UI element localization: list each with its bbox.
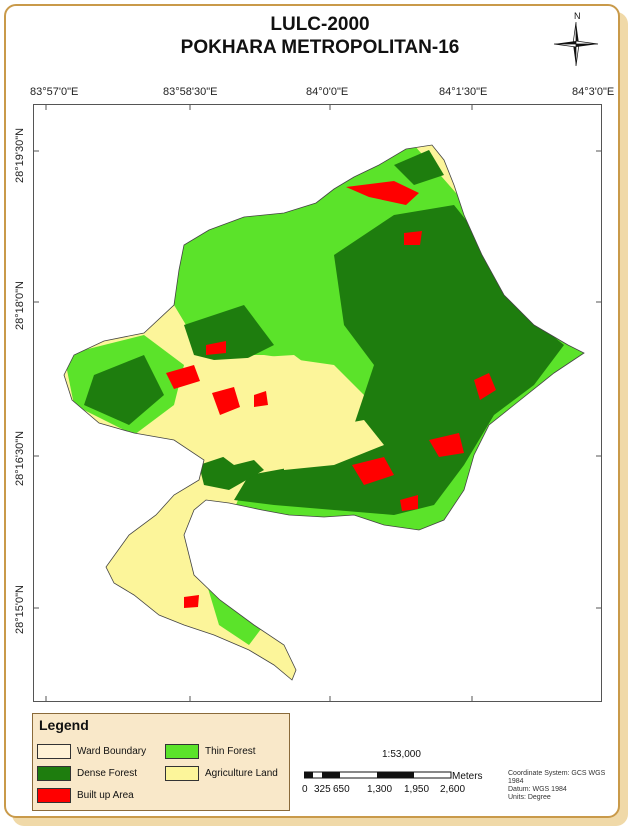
- north-label: N: [574, 11, 581, 21]
- legend-item-label: Dense Forest: [77, 768, 138, 779]
- scale-tick: 1,950: [404, 784, 430, 795]
- scale-tick: 650: [333, 784, 350, 795]
- legend-item-agriculture-land: Agriculture Land: [165, 766, 278, 781]
- legend-panel: Legend Ward Boundary Thin Forest Dense F…: [32, 713, 290, 811]
- legend-item-thin-forest: Thin Forest: [165, 744, 256, 759]
- coordinate-info: Coordinate System: GCS WGS 1984 Datum: W…: [508, 770, 618, 802]
- scale-tick: 1,300: [367, 784, 393, 795]
- scale-unit: Meters: [452, 771, 483, 782]
- scale-bar: [304, 771, 452, 779]
- map-title: LULC-2000: [270, 14, 370, 35]
- longitude-label: 83°58'30"E: [163, 86, 218, 98]
- units: Units: Degree: [508, 794, 551, 801]
- north-arrow-icon: N: [553, 11, 599, 67]
- dense-forest-swatch: [37, 766, 71, 781]
- thin-forest-swatch: [165, 744, 199, 759]
- longitude-label: 84°3'0"E: [572, 86, 615, 98]
- scale-tick: 2,600: [440, 784, 466, 795]
- scale-ratio: 1:53,000: [382, 749, 421, 760]
- longitude-label: 84°0'0"E: [306, 86, 349, 98]
- lulc-map: [34, 105, 601, 701]
- scale-tick: 325: [314, 784, 331, 795]
- latitude-label: 28°16'30"N: [14, 430, 26, 486]
- legend-item-built-up-area: Built up Area: [37, 788, 134, 803]
- latitude-label: 28°15'0"N: [14, 585, 26, 634]
- legend-item-label: Built up Area: [77, 790, 134, 801]
- scale-tick: 0: [302, 784, 308, 795]
- latitude-label: 28°19'30"N: [14, 127, 26, 183]
- map-subtitle: POKHARA METROPOLITAN-16: [180, 37, 460, 58]
- longitude-label: 83°57'0"E: [30, 86, 79, 98]
- legend-item-label: Thin Forest: [205, 746, 256, 757]
- coordinate-system: Coordinate System: GCS WGS 1984: [508, 770, 606, 785]
- legend-item-ward-boundary: Ward Boundary: [37, 744, 146, 759]
- legend-item-label: Ward Boundary: [77, 746, 147, 757]
- legend-item-label: Agriculture Land: [205, 768, 278, 779]
- longitude-label: 84°1'30"E: [439, 86, 488, 98]
- built-up-area-swatch: [37, 788, 71, 803]
- agriculture-land-swatch: [165, 766, 199, 781]
- latitude-label: 28°18'0"N: [14, 281, 26, 330]
- legend-item-dense-forest: Dense Forest: [37, 766, 137, 781]
- map-canvas: [33, 104, 602, 702]
- legend-title: Legend: [39, 717, 89, 733]
- ward-boundary-swatch: [37, 744, 71, 759]
- datum: Datum: WGS 1984: [508, 786, 567, 793]
